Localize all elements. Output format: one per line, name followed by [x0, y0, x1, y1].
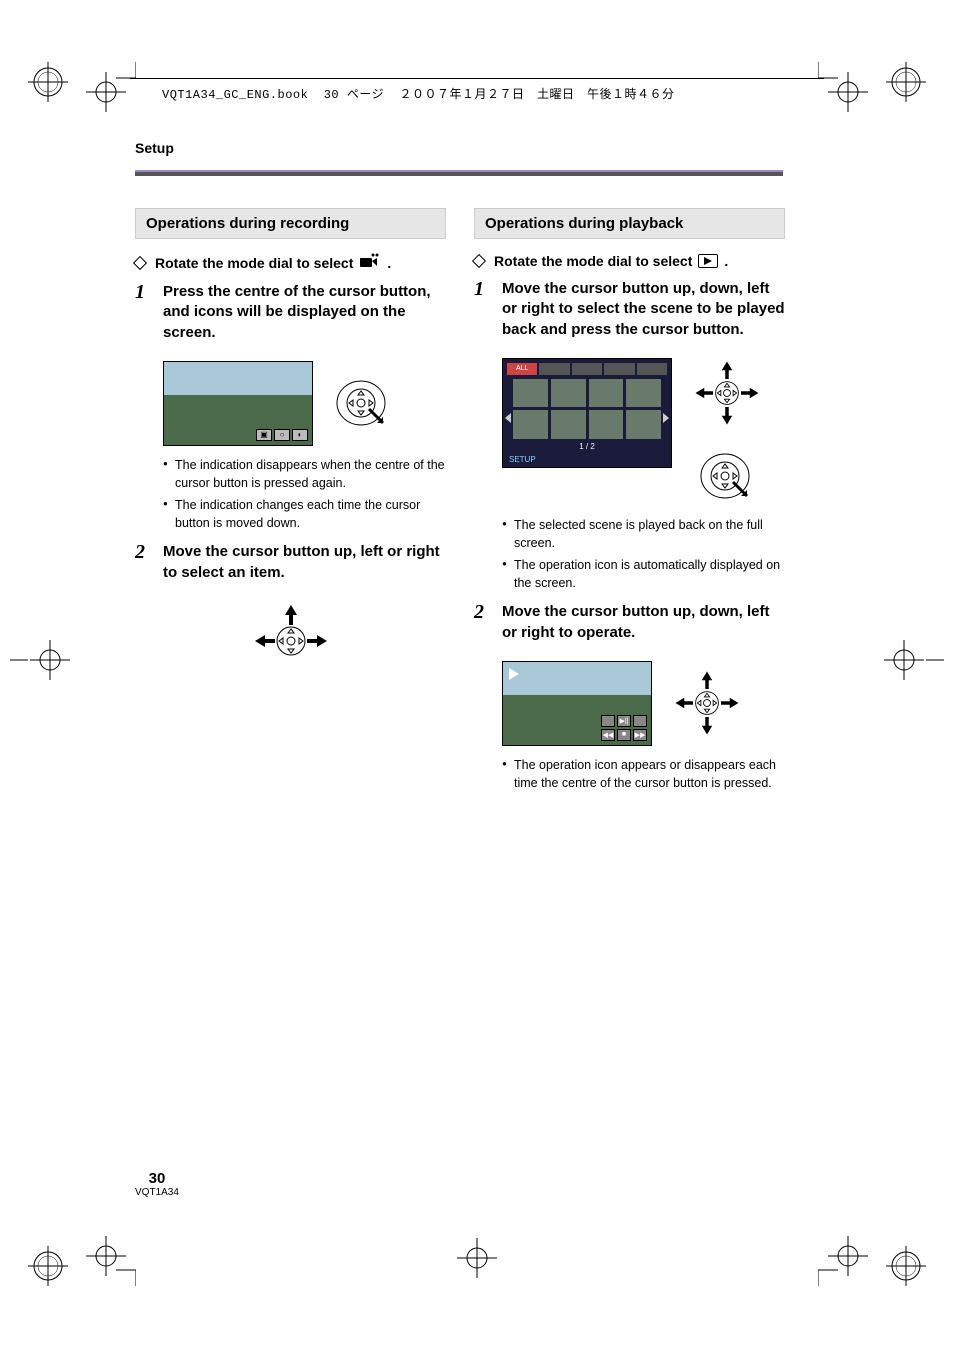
step-number: 1 [135, 282, 153, 351]
left-step1-text: Press the centre of the cursor button, a… [163, 282, 446, 343]
crop-mark-bot-right [818, 1236, 868, 1286]
forward-icon: ▶▶ [633, 729, 647, 741]
step-number: 1 [474, 279, 492, 348]
left-step1-bullets: The indication disappears when the centr… [163, 456, 446, 533]
grid-setup-label: SETUP [509, 455, 536, 464]
grid-tab [604, 363, 634, 375]
left-column: Operations during recording Rotate the m… [135, 208, 446, 796]
overlay-icon: ○ [274, 429, 290, 441]
bullet-item: The selected scene is played back on the… [502, 516, 785, 552]
cursor-arrows-diagram [251, 601, 331, 681]
play-indicator-icon [509, 668, 519, 680]
section-rule [135, 172, 783, 176]
grid-tab [539, 363, 569, 375]
reg-mark-bot-left [28, 1246, 68, 1286]
right-step2-bullets: The operation icon appears or disappears… [502, 756, 785, 792]
bullet-item: The indication disappears when the centr… [163, 456, 446, 492]
reg-mark-top-left [28, 62, 68, 102]
crop-mark-mid-left [10, 640, 70, 680]
cursor-button-press-diagram [697, 446, 757, 506]
playback-screen-thumb: ▶|| ◀◀ ■ ▶▶ [502, 661, 652, 746]
right-step2-images: ▶|| ◀◀ ■ ▶▶ [502, 661, 785, 746]
playback-grid-thumb: ALL 1 / 2 SETUP [502, 358, 672, 468]
footer: 30 VQT1A34 [135, 1170, 179, 1198]
cursor-button-diagram [333, 373, 393, 433]
recording-screen-thumb: ▣ ○ ◐ [163, 361, 313, 446]
right-step2-text: Move the cursor button up, down, left or… [502, 602, 785, 643]
cursor-arrows-4way-diagram [692, 358, 762, 428]
header-filebar: VQT1A34_GC_ENG.book 30 ページ ２００７年１月２７日 土曜… [162, 85, 675, 102]
diamond-icon [472, 254, 486, 268]
period: . [387, 255, 391, 271]
period: . [724, 253, 728, 269]
overlay-icon: ▣ [256, 429, 272, 441]
bullet-item: The operation icon is automatically disp… [502, 556, 785, 592]
right-column: Operations during playback Rotate the mo… [474, 208, 785, 796]
footer-code: VQT1A34 [135, 1187, 179, 1198]
control-icon [601, 715, 615, 727]
crop-mark-mid-right [884, 640, 944, 680]
grid-tab [637, 363, 667, 375]
stop-icon: ■ [617, 729, 631, 741]
left-rotate-text: Rotate the mode dial to select [155, 255, 353, 271]
grid-tab: ALL [507, 363, 537, 375]
reg-mark-bot-right [886, 1246, 926, 1286]
right-step1-images: ALL 1 / 2 SETUP [502, 358, 785, 506]
left-rotate-line: Rotate the mode dial to select . [135, 253, 446, 272]
left-step-2: 2 Move the cursor button up, left or rig… [135, 542, 446, 591]
crop-mark-top-left [86, 62, 136, 112]
play-mode-icon [698, 254, 718, 268]
grid-tab [572, 363, 602, 375]
right-rotate-line: Rotate the mode dial to select . [474, 253, 785, 269]
bullet-item: The operation icon appears or disappears… [502, 756, 785, 792]
overlay-icon: ◐ [292, 429, 308, 441]
content-columns: Operations during recording Rotate the m… [135, 208, 785, 796]
step-number: 2 [474, 602, 492, 651]
left-step2-text: Move the cursor button up, left or right… [163, 542, 446, 583]
section-label: Setup [135, 140, 174, 156]
step-number: 2 [135, 542, 153, 591]
left-step-1: 1 Press the centre of the cursor button,… [135, 282, 446, 351]
record-mode-icon [359, 253, 381, 272]
bullet-item: The indication changes each time the cur… [163, 496, 446, 532]
crop-mark-bot-center [457, 1238, 497, 1278]
reg-mark-top-right [886, 62, 926, 102]
right-rotate-text: Rotate the mode dial to select [494, 253, 692, 269]
diamond-icon [133, 255, 147, 269]
right-step-1: 1 Move the cursor button up, down, left … [474, 279, 785, 348]
play-pause-icon: ▶|| [617, 715, 631, 727]
cursor-arrows-4way-diagram [672, 668, 742, 738]
page: VQT1A34_GC_ENG.book 30 ページ ２００７年１月２７日 土曜… [0, 0, 954, 1348]
rewind-icon: ◀◀ [601, 729, 615, 741]
crop-mark-top-right [818, 62, 868, 112]
left-section-title: Operations during recording [135, 208, 446, 239]
right-section-title: Operations during playback [474, 208, 785, 239]
right-step1-text: Move the cursor button up, down, left or… [502, 279, 785, 340]
right-step1-bullets: The selected scene is played back on the… [502, 516, 785, 593]
page-number: 30 [135, 1170, 179, 1187]
left-step1-images: ▣ ○ ◐ [163, 361, 446, 446]
header-rule [130, 78, 824, 79]
grid-pager: 1 / 2 [503, 442, 671, 451]
left-step2-diagram [135, 601, 446, 681]
control-icon [633, 715, 647, 727]
right-step-2: 2 Move the cursor button up, down, left … [474, 602, 785, 651]
crop-mark-bot-left [86, 1236, 136, 1286]
